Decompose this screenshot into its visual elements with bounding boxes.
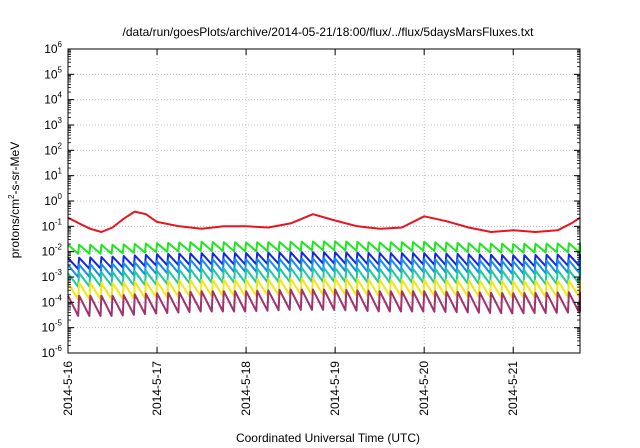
y-axis-label-main: protons/cm <box>8 199 22 258</box>
y-tick-label-exponent: 0 <box>58 192 63 201</box>
y-tick-label-exponent: 2 <box>58 141 63 150</box>
y-axis-label-superscript: 2 <box>7 194 16 199</box>
y-tick-label-base: 10 <box>42 219 56 233</box>
y-tick-label-base: 10 <box>44 42 58 56</box>
y-tick-label-exponent: -1 <box>55 217 63 226</box>
x-tick-label: 2014-5-18 <box>239 361 253 416</box>
y-tick-label: 10-2 <box>42 243 63 259</box>
x-tick-label: 2014-5-21 <box>506 361 520 416</box>
x-tick-label: 2014-5-17 <box>150 361 164 416</box>
y-tick-label: 10-5 <box>42 319 63 335</box>
series-line <box>67 288 581 317</box>
x-tick-label: 2014-5-16 <box>61 361 75 416</box>
y-tick-label: 10-3 <box>42 268 63 284</box>
y-tick-label-base: 10 <box>42 295 56 309</box>
series-line <box>67 266 581 288</box>
y-axis: 10-610-510-410-310-210-11001011021031041… <box>42 40 580 360</box>
y-tick-label-base: 10 <box>44 67 58 81</box>
y-tick-label: 104 <box>44 91 62 107</box>
y-tick-label-base: 10 <box>42 321 56 335</box>
y-tick-label-exponent: -6 <box>55 344 63 353</box>
y-tick-label-base: 10 <box>42 245 56 259</box>
y-tick-label-base: 10 <box>44 169 58 183</box>
y-tick-label: 105 <box>44 65 62 81</box>
y-tick-label-base: 10 <box>44 194 58 208</box>
chart-title: /data/run/goesPlots/archive/2014-05-21/1… <box>123 25 535 39</box>
x-tick-label: 2014-5-20 <box>417 361 431 416</box>
y-tick-label-base: 10 <box>44 143 58 157</box>
y-tick-label: 101 <box>44 167 62 183</box>
series-line <box>67 257 581 279</box>
series-line <box>67 210 581 233</box>
y-tick-label-exponent: 6 <box>58 40 63 49</box>
y-tick-label: 103 <box>44 116 62 132</box>
y-tick-label-base: 10 <box>44 118 58 132</box>
y-tick-label: 10-4 <box>42 293 63 309</box>
x-axis-label: Coordinated Universal Time (UTC) <box>236 431 420 445</box>
y-tick-label: 10-6 <box>42 344 63 360</box>
plot-series <box>67 210 581 317</box>
y-tick-label-base: 10 <box>44 93 58 107</box>
y-tick-label: 106 <box>44 40 62 56</box>
y-axis-label-rest: -s-sr-MeV <box>8 142 22 195</box>
y-tick-label: 10-1 <box>42 217 63 233</box>
y-tick-label-exponent: 5 <box>58 65 63 74</box>
y-tick-label-exponent: 1 <box>58 167 63 176</box>
y-tick-label-base: 10 <box>42 270 56 284</box>
y-tick-label: 100 <box>44 192 62 208</box>
y-tick-label-exponent: 4 <box>58 91 63 100</box>
series-line <box>67 277 581 301</box>
y-tick-label: 102 <box>44 141 62 157</box>
y-tick-label-base: 10 <box>42 346 56 360</box>
y-axis-label: protons/cm2-s-sr-MeV <box>7 142 22 258</box>
y-tick-label-exponent: -4 <box>55 293 63 302</box>
y-tick-label-exponent: -3 <box>55 268 63 277</box>
x-axis: 2014-5-16 2014-5-17 2014-5-18 2014-5-19 2014… <box>61 49 520 416</box>
y-tick-label-exponent: 3 <box>58 116 63 125</box>
x-tick-label: 2014-5-19 <box>328 361 342 416</box>
series-line <box>67 240 581 255</box>
y-tick-label-exponent: -2 <box>55 243 63 252</box>
y-tick-label-exponent: -5 <box>55 319 63 328</box>
